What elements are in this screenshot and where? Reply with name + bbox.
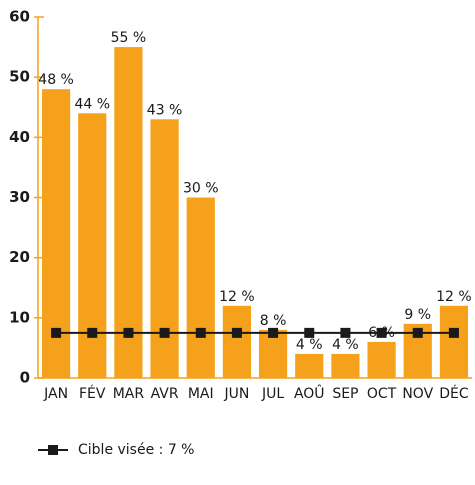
y-tick-label: 10 [9,308,30,326]
data-label: 48 % [38,72,74,88]
target-marker [304,327,315,338]
target-marker [231,327,242,338]
bar [295,353,324,378]
y-tick-label: 40 [9,128,30,146]
y-tick-label: 50 [9,68,30,86]
x-tick-label: NOV [402,386,433,402]
y-tick-label: 20 [9,248,30,266]
y-tick-label: 0 [20,369,30,387]
target-marker [448,327,459,338]
bar [114,47,143,378]
x-tick-label: JUN [223,386,249,402]
target-marker [412,327,423,338]
x-tick-label: AVR [151,386,179,402]
x-tick-label: AOÛ [294,384,325,402]
data-label: 4 % [296,337,323,353]
target-marker [159,327,170,338]
target-marker [376,327,387,338]
data-label: 12 % [219,289,255,305]
target-marker [268,327,279,338]
y-tick-label: 30 [9,188,30,206]
x-tick-label: OCT [367,386,397,402]
data-label: 30 % [183,181,219,197]
x-tick-label: DÉC [439,385,469,402]
x-tick-label: JUL [261,386,284,402]
bar [222,305,252,378]
bar [258,329,288,378]
data-label: 4 % [332,337,359,353]
x-tick-label: MAR [113,386,145,402]
bar [439,305,469,378]
bar [331,353,360,378]
bar [186,197,215,378]
target-marker [340,327,351,338]
legend-label: Cible visée : 7 % [78,442,194,458]
data-label: 9 % [404,307,431,323]
target-marker [51,327,62,338]
data-label: 43 % [147,102,183,118]
data-label: 44 % [74,96,110,112]
x-tick-label: JAN [43,386,68,402]
bar [367,341,396,378]
target-marker [123,327,134,338]
target-marker [195,327,206,338]
target-marker [87,327,98,338]
bar [78,113,107,379]
y-tick-label: 60 [9,8,30,26]
x-tick-label: MAI [188,386,214,402]
data-label: 55 % [111,30,147,46]
x-tick-label: SEP [332,386,358,402]
data-label: 8 % [260,313,287,329]
bar [150,119,179,379]
x-tick-label: FÉV [79,385,106,402]
data-label: 12 % [436,289,472,305]
legend-marker [48,445,58,455]
